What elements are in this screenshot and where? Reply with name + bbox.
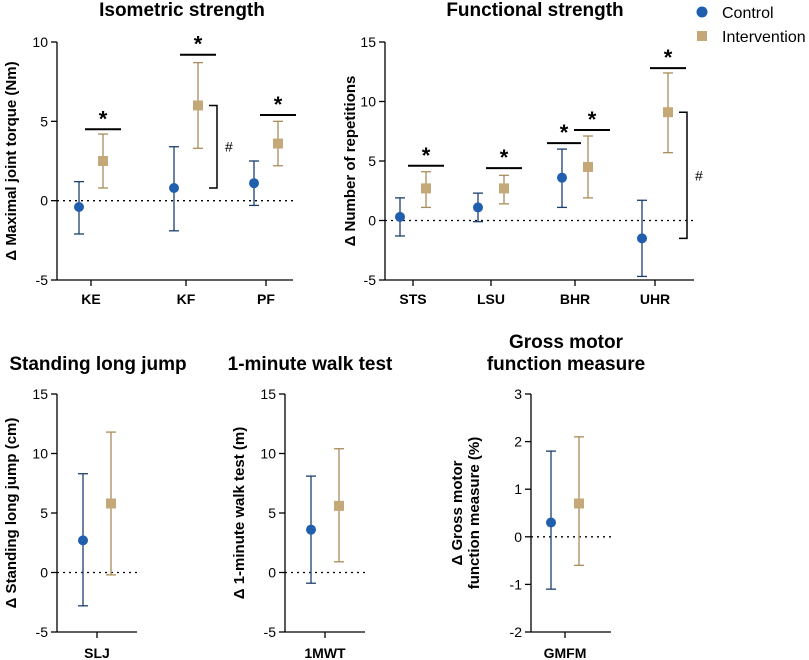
y-tick-label: 0 — [368, 213, 376, 229]
y-axis-label: function measure (%) — [466, 437, 483, 590]
x-tick-label: UHR — [640, 291, 670, 307]
chart-title: Standing long jump — [9, 354, 186, 375]
intervention-point — [98, 156, 108, 166]
legend-control-marker — [696, 6, 708, 18]
intervention-point — [663, 107, 673, 118]
legend-intervention-marker — [697, 31, 707, 41]
intervention-point — [273, 138, 283, 149]
y-axis-label: Δ Gross motor — [449, 460, 466, 565]
y-tick-label: -5 — [36, 624, 49, 640]
y-axis-label: Δ Maximal joint torque (Nm) — [3, 61, 20, 260]
y-tick-label: 5 — [368, 153, 376, 169]
control-point — [637, 233, 647, 244]
x-tick-label: STS — [399, 291, 426, 307]
chart-title: function measure — [487, 354, 645, 375]
y-tick-label: 5 — [40, 505, 48, 521]
y-tick-label: -1 — [510, 576, 523, 592]
chart-title: 1-minute walk test — [228, 354, 393, 375]
y-tick-label: 1 — [514, 481, 522, 497]
group-difference-bracket — [679, 111, 688, 240]
control-point — [74, 202, 84, 213]
legend: Control Intervention — [696, 5, 806, 46]
chart-title: Gross motor — [509, 332, 624, 353]
intervention-point — [574, 498, 584, 509]
control-point — [306, 524, 316, 535]
chart-title: Functional strength — [446, 0, 623, 21]
y-tick-label: 15 — [360, 34, 376, 50]
significance-star: * — [500, 145, 509, 170]
chart-slj: Standing long jump Δ Standing long jump (… — [3, 354, 187, 660]
x-tick-label: KF — [177, 291, 196, 307]
control-point — [546, 517, 556, 528]
y-axis-label: Δ Number of repetitions — [342, 76, 359, 247]
y-tick-label: 15 — [32, 386, 48, 402]
significance-star: * — [664, 45, 673, 70]
y-tick-label: 0 — [514, 529, 522, 545]
control-point — [473, 202, 483, 213]
chart-functional: Functional strength Δ Number of repetitio… — [342, 0, 703, 307]
group-difference-label: # — [225, 139, 233, 155]
group-difference-label: # — [695, 167, 703, 183]
x-tick-label: SLJ — [84, 645, 110, 660]
significance-star: * — [560, 120, 569, 145]
x-tick-label: 1MWT — [304, 645, 346, 660]
x-tick-label: KE — [81, 291, 100, 307]
legend-intervention-label: Intervention — [722, 29, 806, 46]
y-tick-label: 5 — [40, 113, 48, 129]
significance-star: * — [99, 106, 108, 131]
y-tick-label: 10 — [32, 34, 48, 50]
intervention-point — [106, 498, 116, 509]
intervention-point — [334, 500, 344, 511]
y-axis-label: Δ 1-minute walk test (m) — [231, 427, 248, 599]
y-tick-label: 10 — [260, 446, 276, 462]
control-point — [557, 172, 567, 183]
y-tick-label: -2 — [510, 624, 523, 640]
legend-control-label: Control — [722, 5, 774, 22]
chart-isometric: Isometric strength Δ Maximal joint torque… — [3, 0, 296, 307]
significance-star: * — [422, 143, 431, 168]
chart-title: Isometric strength — [99, 0, 265, 21]
x-tick-label: BHR — [560, 291, 590, 307]
x-tick-label: LSU — [477, 291, 505, 307]
control-point — [169, 182, 179, 193]
y-tick-label: -5 — [264, 624, 277, 640]
x-tick-label: GMFM — [544, 645, 587, 660]
y-tick-label: 5 — [268, 505, 276, 521]
group-difference-bracket — [209, 104, 218, 189]
control-point — [395, 211, 405, 222]
control-point — [78, 535, 88, 546]
significance-star: * — [274, 92, 283, 117]
y-tick-label: 3 — [514, 386, 522, 402]
intervention-point — [583, 161, 593, 172]
y-axis-label: Δ Standing long jump (cm) — [3, 418, 20, 609]
y-tick-label: -5 — [364, 272, 377, 288]
intervention-point — [193, 100, 203, 111]
y-tick-label: 10 — [32, 446, 48, 462]
y-tick-label: 10 — [360, 94, 376, 110]
control-point — [249, 178, 259, 189]
y-tick-label: -5 — [36, 272, 49, 288]
intervention-point — [421, 183, 431, 194]
y-tick-label: 0 — [268, 565, 276, 581]
y-tick-label: 2 — [514, 434, 522, 450]
intervention-point — [499, 183, 509, 194]
significance-star: * — [588, 107, 597, 132]
y-tick-label: 0 — [40, 565, 48, 581]
significance-star: * — [194, 32, 203, 57]
x-tick-label: PF — [257, 291, 275, 307]
y-tick-label: 15 — [260, 386, 276, 402]
chart-mwt: 1-minute walk test Δ 1-minute walk test (… — [228, 354, 393, 660]
y-tick-label: 0 — [40, 193, 48, 209]
